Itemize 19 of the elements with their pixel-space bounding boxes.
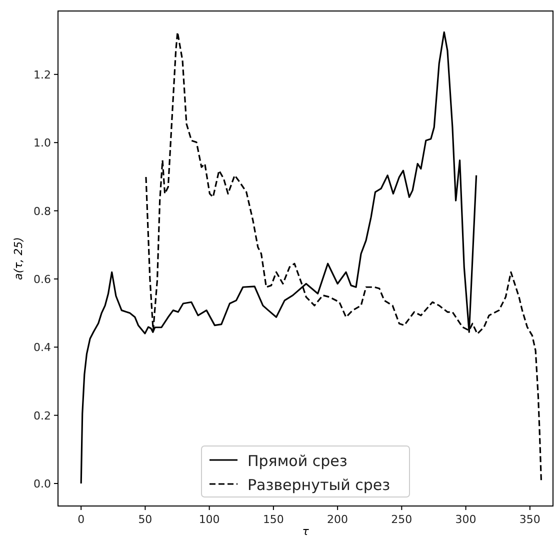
y-tick-label: 0.4 [34,341,51,354]
y-tick-label: 0.6 [34,272,51,286]
y-tick-label: 1.2 [34,68,51,82]
y-tick-label: 0.0 [34,478,51,490]
x-axis-title: τ [302,525,310,538]
y-tick-label: 0.2 [34,409,51,422]
x-tick-label: 350 [519,513,540,526]
y-tick-label: 0.8 [34,204,51,218]
y-tick-label: 1.0 [34,136,51,150]
y-axis-title: a(τ, 25) [12,237,25,280]
x-tick-label: 300 [455,513,476,526]
x-tick-label: 50 [138,513,152,526]
legend-label: Развернутый срез [248,476,390,494]
x-tick-label: 150 [262,513,284,526]
x-tick-label: 200 [327,513,348,526]
x-tick-label: 100 [198,513,220,526]
legend-label: Прямой срез [248,452,348,470]
x-tick-label: 0 [78,513,85,526]
x-tick-label: 250 [391,513,412,526]
